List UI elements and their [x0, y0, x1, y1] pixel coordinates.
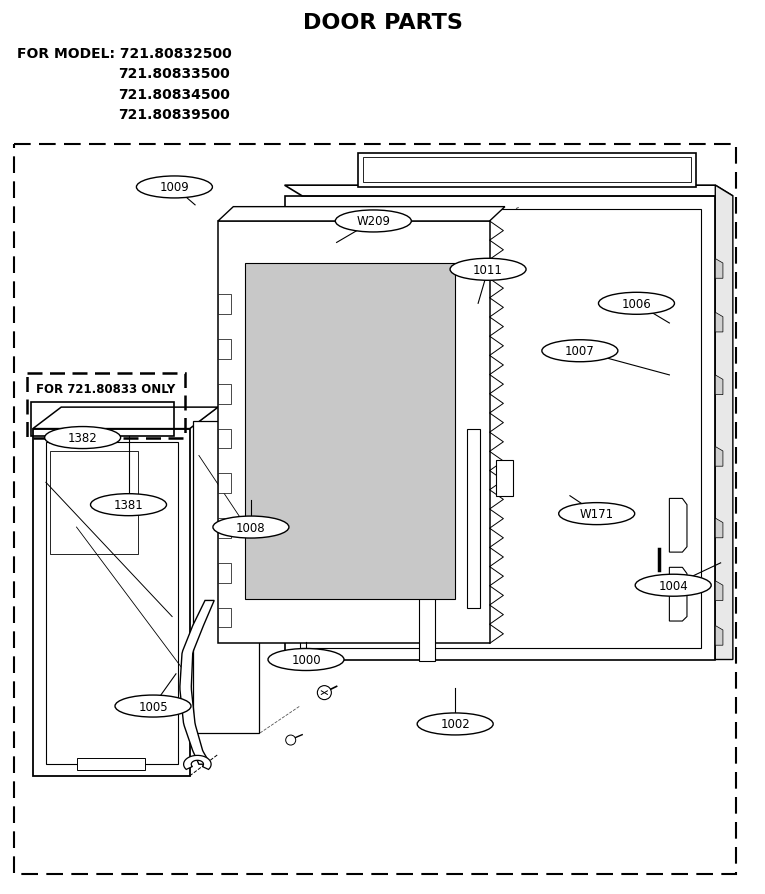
- Polygon shape: [496, 460, 513, 496]
- Polygon shape: [669, 499, 687, 552]
- Polygon shape: [76, 758, 145, 771]
- Ellipse shape: [635, 575, 711, 596]
- Ellipse shape: [44, 427, 121, 449]
- Polygon shape: [715, 581, 723, 601]
- Ellipse shape: [213, 517, 289, 538]
- Polygon shape: [715, 447, 723, 467]
- Polygon shape: [218, 608, 231, 628]
- Circle shape: [317, 686, 331, 700]
- Text: W209: W209: [356, 215, 390, 228]
- Polygon shape: [245, 264, 455, 599]
- Text: 1002: 1002: [441, 718, 470, 730]
- Polygon shape: [218, 474, 231, 493]
- Text: http://www.appliancefactoryparts.com: http://www.appliancefactoryparts.com: [289, 497, 476, 508]
- Text: 1005: 1005: [138, 700, 168, 713]
- Ellipse shape: [598, 293, 675, 315]
- Text: 1004: 1004: [659, 579, 688, 592]
- Text: 1007: 1007: [565, 345, 594, 358]
- Polygon shape: [33, 408, 218, 429]
- Polygon shape: [180, 601, 214, 764]
- Text: 721.80834500: 721.80834500: [119, 88, 230, 102]
- Polygon shape: [419, 483, 435, 662]
- Polygon shape: [193, 422, 259, 733]
- Polygon shape: [300, 210, 701, 648]
- Polygon shape: [218, 563, 231, 583]
- Polygon shape: [50, 451, 138, 554]
- Ellipse shape: [136, 177, 213, 198]
- Polygon shape: [184, 755, 211, 770]
- Text: W171: W171: [580, 508, 614, 520]
- Ellipse shape: [558, 503, 635, 525]
- Polygon shape: [218, 429, 231, 449]
- Ellipse shape: [115, 696, 191, 717]
- Polygon shape: [218, 207, 505, 222]
- Polygon shape: [669, 568, 687, 621]
- Ellipse shape: [268, 649, 344, 670]
- Polygon shape: [363, 158, 691, 183]
- Ellipse shape: [335, 211, 412, 232]
- Polygon shape: [358, 154, 696, 188]
- Text: 1382: 1382: [68, 432, 97, 444]
- Polygon shape: [218, 384, 231, 404]
- Text: 1381: 1381: [114, 499, 143, 511]
- Polygon shape: [715, 313, 723, 333]
- Text: DOOR PARTS: DOOR PARTS: [303, 13, 462, 33]
- Polygon shape: [218, 340, 231, 359]
- Polygon shape: [467, 429, 480, 608]
- Polygon shape: [715, 186, 733, 660]
- Text: 721.80833500: 721.80833500: [119, 67, 230, 81]
- Polygon shape: [715, 626, 723, 645]
- Text: FOR MODEL: 721.80832500: FOR MODEL: 721.80832500: [17, 46, 232, 61]
- Text: 1009: 1009: [160, 181, 189, 194]
- Text: FOR 721.80833 ONLY: FOR 721.80833 ONLY: [36, 383, 175, 395]
- Polygon shape: [46, 443, 178, 764]
- Polygon shape: [218, 519, 231, 538]
- Polygon shape: [285, 197, 715, 660]
- Polygon shape: [715, 375, 723, 395]
- Circle shape: [285, 735, 296, 746]
- Text: 1000: 1000: [291, 654, 321, 666]
- Polygon shape: [218, 295, 231, 315]
- Polygon shape: [218, 222, 490, 644]
- Text: 1008: 1008: [236, 521, 265, 534]
- Ellipse shape: [450, 259, 526, 281]
- Ellipse shape: [90, 494, 167, 516]
- Text: 1006: 1006: [622, 298, 651, 310]
- Polygon shape: [33, 429, 190, 776]
- Text: 721.80839500: 721.80839500: [119, 108, 230, 122]
- Ellipse shape: [417, 713, 493, 735]
- Polygon shape: [285, 186, 733, 197]
- Polygon shape: [715, 259, 723, 279]
- Polygon shape: [715, 519, 723, 538]
- Text: Appliance Factory: Appliance Factory: [229, 468, 536, 497]
- Ellipse shape: [542, 341, 618, 362]
- Text: 1011: 1011: [473, 264, 503, 276]
